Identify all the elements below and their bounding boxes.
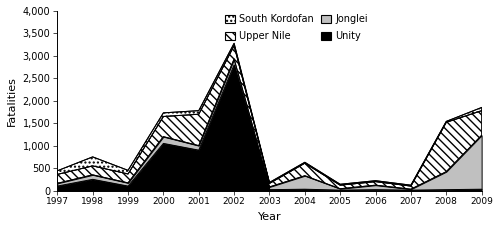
Legend: South Kordofan, Upper Nile, Jonglei, Unity: South Kordofan, Upper Nile, Jonglei, Uni… <box>224 12 370 43</box>
Y-axis label: Fatalities: Fatalities <box>7 76 17 126</box>
X-axis label: Year: Year <box>258 212 281 222</box>
